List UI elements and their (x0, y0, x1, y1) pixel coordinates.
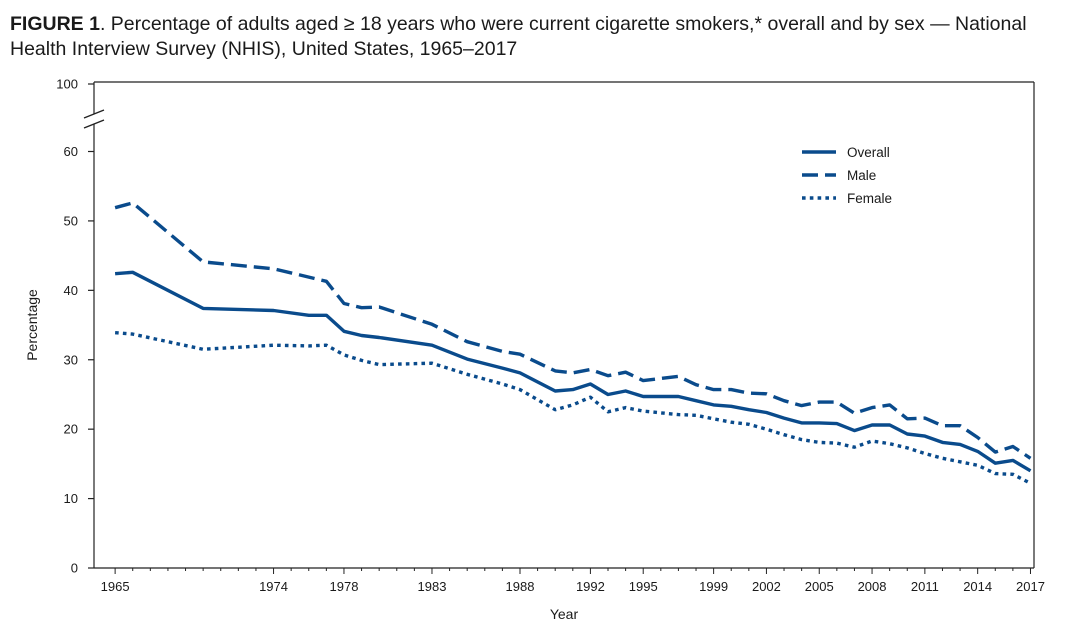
x-tick-label: 1974 (259, 579, 288, 594)
y-axis: 0 10 20 30 40 50 60 100 (56, 77, 94, 576)
x-tick-label: 1992 (576, 579, 605, 594)
axis-break-mark (83, 109, 105, 119)
y-tick-label: 20 (64, 422, 78, 437)
x-tick-label: 2017 (1016, 579, 1045, 594)
series-lines (114, 201, 1032, 485)
x-tick-label: 1983 (418, 579, 447, 594)
legend-label-female: Female (847, 191, 892, 206)
figure-label: FIGURE 1 (10, 13, 100, 35)
y-axis-title: Percentage (24, 289, 40, 361)
x-tick-label: 2014 (963, 579, 992, 594)
figure-title-text: . Percentage of adults aged ≥ 18 years w… (10, 13, 1027, 60)
x-tick-label: 2011 (911, 579, 939, 594)
x-tick-label: 1999 (699, 579, 728, 594)
series-line-overall (114, 270, 1032, 473)
legend: Overall Male Female (802, 145, 892, 206)
x-axis: 1965 1974 1978 1983 1988 1992 1995 1999 2002 2005… (101, 568, 1045, 594)
x-tick-label: 2008 (858, 579, 887, 594)
figure-title: FIGURE 1. Percentage of adults aged ≥ 18… (10, 12, 1073, 62)
legend-label-male: Male (847, 168, 876, 183)
x-tick-label: 1988 (506, 579, 535, 594)
y-tick-label: 30 (64, 352, 78, 367)
x-tick-label: 1965 (101, 579, 130, 594)
x-axis-title: Year (550, 606, 579, 622)
y-tick-label: 10 (64, 491, 78, 506)
series-line-female (114, 331, 1032, 485)
x-tick-label: 1978 (330, 579, 359, 594)
y-tick-label: 60 (64, 144, 78, 159)
series-line-male (114, 201, 1032, 460)
x-tick-label: 2002 (752, 579, 781, 594)
axis-break-mark (83, 119, 105, 129)
y-tick-label: 40 (64, 283, 78, 298)
x-tick-label: 2005 (805, 579, 834, 594)
x-tick-label: 1995 (629, 579, 658, 594)
plot-frame (83, 81, 1035, 569)
y-tick-label: 0 (71, 561, 78, 576)
y-tick-label: 100 (56, 77, 78, 92)
y-tick-label: 50 (64, 213, 78, 228)
legend-label-overall: Overall (847, 145, 890, 160)
